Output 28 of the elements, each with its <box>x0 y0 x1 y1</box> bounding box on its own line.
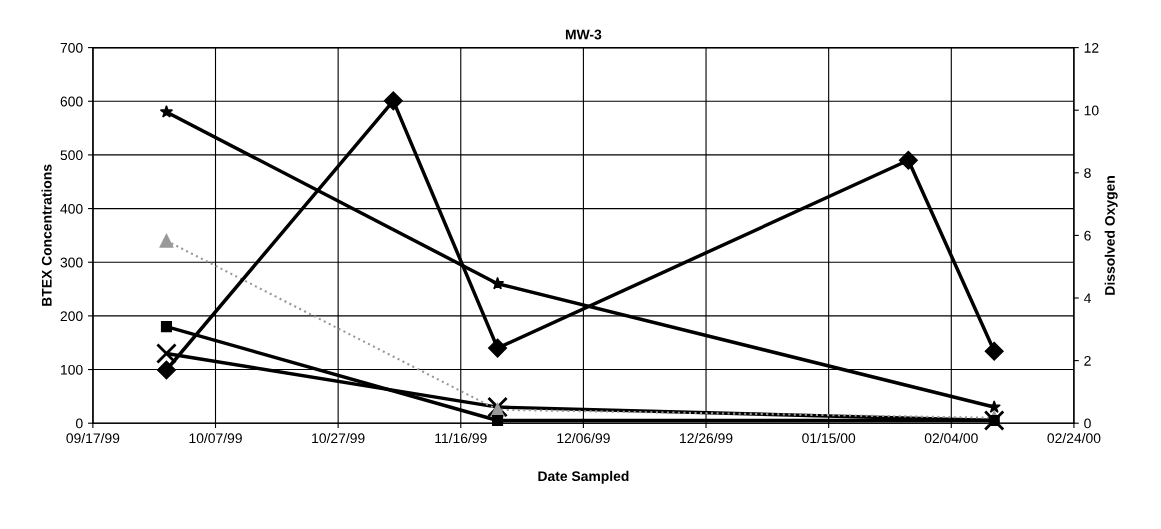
y-tick-label: 500 <box>60 150 83 161</box>
x-tick-label: 01/15/00 <box>802 432 856 444</box>
y-tick-label: 600 <box>60 96 83 107</box>
x-tick-label: 02/24/00 <box>1047 432 1101 444</box>
y2-tick-label: 6 <box>1084 230 1091 241</box>
y2-tick-label: 0 <box>1084 418 1091 429</box>
y-tick-label: 400 <box>60 203 83 214</box>
x-tick-label: 09/17/99 <box>66 432 120 444</box>
y2-axis-title: Dissolved Oxygen <box>1104 176 1118 295</box>
x-tick-label: 11/16/99 <box>435 432 487 444</box>
y-axis-title: BTEX Concentrations <box>41 164 52 306</box>
x-tick-label: 10/27/99 <box>312 432 365 444</box>
y-tick-label: 0 <box>75 418 83 429</box>
y-tick-label: 300 <box>60 257 83 268</box>
y2-tick-label: 2 <box>1084 355 1091 366</box>
y-tick-label: 100 <box>61 364 83 375</box>
x-axis-title: Date Sampled <box>538 470 629 484</box>
y2-tick-label: 8 <box>1084 168 1091 178</box>
y-tick-label: 700 <box>60 42 83 53</box>
y-tick-label: 200 <box>60 311 83 322</box>
y2-tick-label: 10 <box>1084 105 1099 116</box>
x-tick-label: 10/07/99 <box>189 432 242 444</box>
x-tick-label: 12/26/99 <box>680 432 733 444</box>
y2-tick-label: 12 <box>1084 42 1099 53</box>
y2-tick-label: 4 <box>1083 293 1091 304</box>
x-tick-label: 02/04/00 <box>924 432 978 444</box>
chart-title: MW-3 <box>565 29 602 40</box>
x-tick-label: 12/06/99 <box>557 432 610 444</box>
